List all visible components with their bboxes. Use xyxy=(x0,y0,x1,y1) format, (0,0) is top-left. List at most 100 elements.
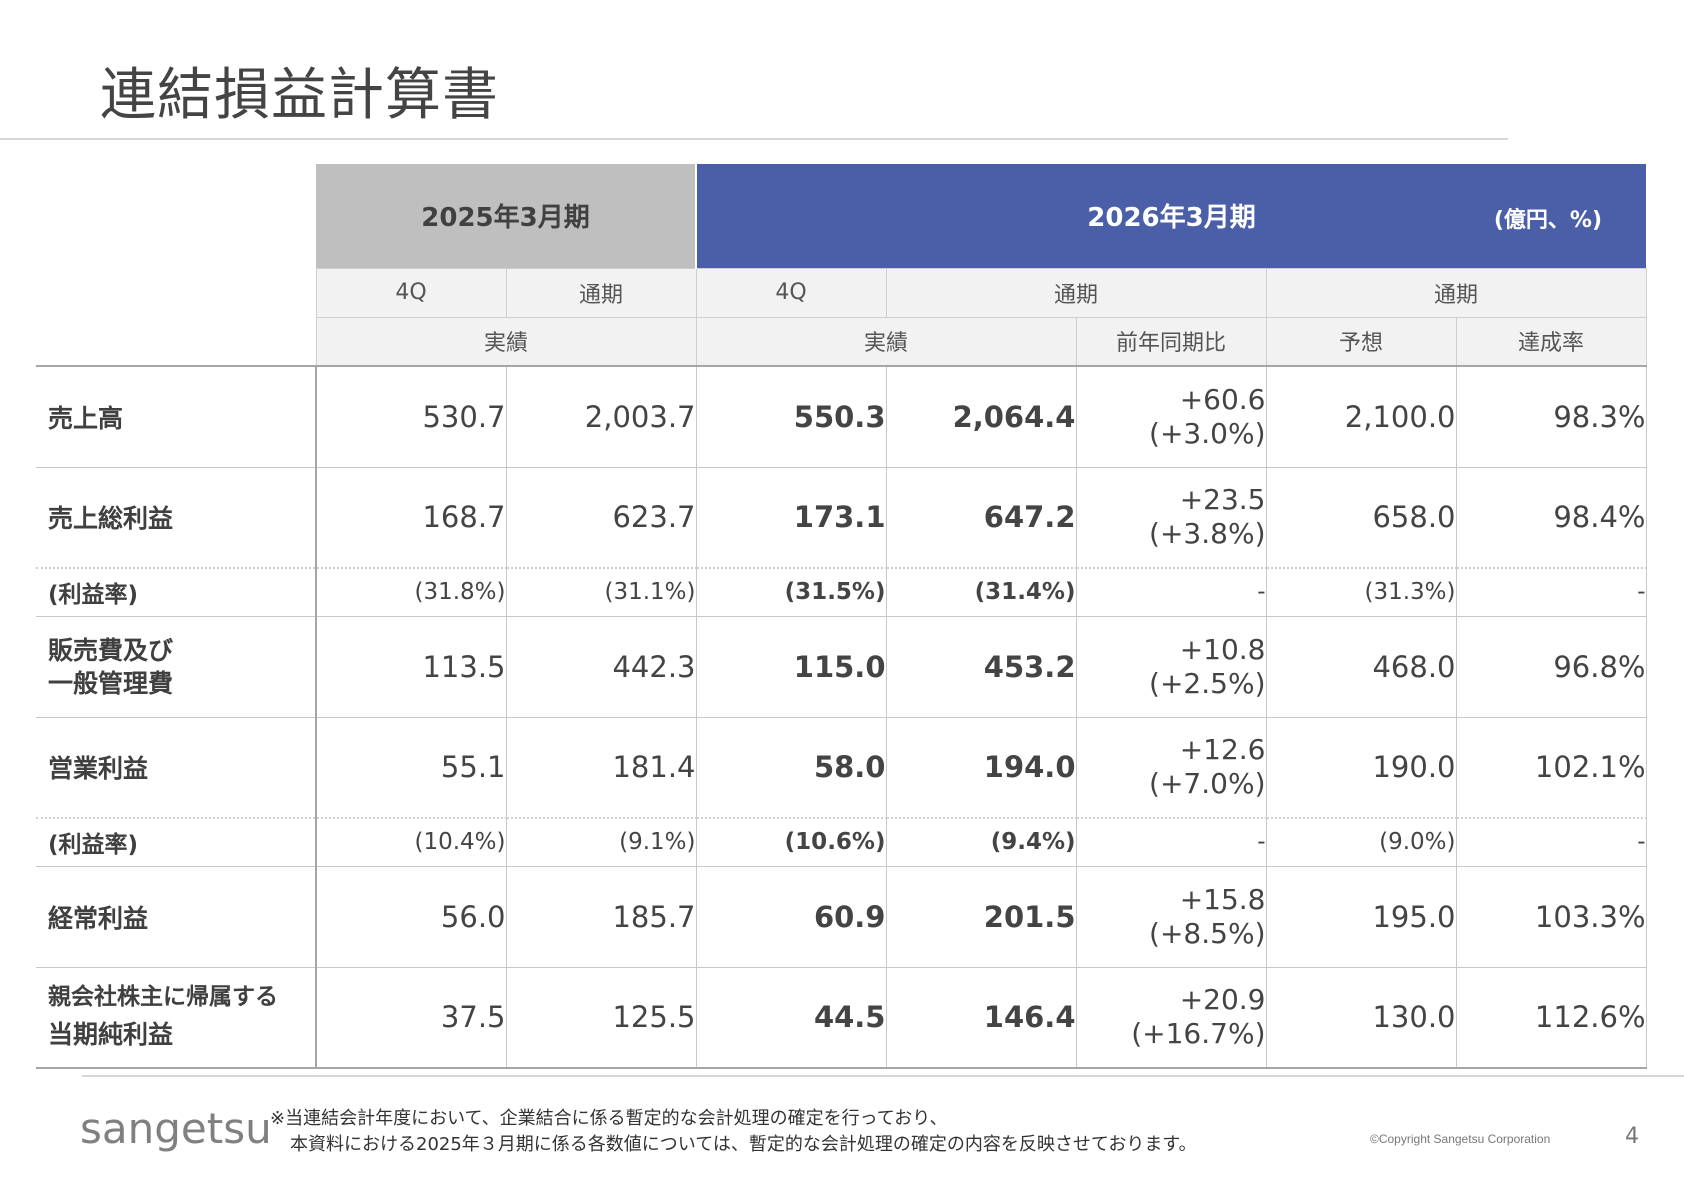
cell-achievement: 103.3% xyxy=(1456,866,1647,968)
yoy-amount: +15.8 xyxy=(1179,882,1266,916)
row-net-income: 親会社株主に帰属する 当期純利益 37.5 125.5 44.5 146.4 +2… xyxy=(36,967,1647,1069)
yoy-amount: +10.8 xyxy=(1179,632,1266,666)
cell-achievement: 98.4% xyxy=(1456,467,1647,569)
cell-4q-2025: 530.7 xyxy=(316,366,507,468)
subheader-actual-2026: 実績 xyxy=(695,316,1077,367)
cell-full-2025: 125.5 xyxy=(506,967,697,1069)
subheader-forecast: 予想 xyxy=(1265,316,1457,367)
cell-achievement: - xyxy=(1456,568,1647,617)
cell-4q-2025: 56.0 xyxy=(316,866,507,968)
cell-4q-2026: 44.5 xyxy=(696,967,887,1069)
cell-forecast: (9.0%) xyxy=(1266,818,1457,867)
cell-4q-2026: 550.3 xyxy=(696,366,887,468)
cell-full-2025: (31.1%) xyxy=(506,568,697,617)
cell-yoy: +23.5 (+3.8%) xyxy=(1076,467,1267,569)
subheader-yoy: 前年同期比 xyxy=(1075,316,1267,367)
cell-4q-2025: (31.8%) xyxy=(316,568,507,617)
row-gross-profit: 売上総利益 168.7 623.7 173.1 647.2 +23.5 (+3.8… xyxy=(36,467,1647,569)
cell-full-2026: 647.2 xyxy=(886,467,1077,569)
row-label-line1: 販売費及び xyxy=(48,635,174,665)
cell-forecast: 2,100.0 xyxy=(1266,366,1457,468)
cell-yoy: +12.6 (+7.0%) xyxy=(1076,717,1267,819)
cell-4q-2025: 168.7 xyxy=(316,467,507,569)
cell-4q-2025: 113.5 xyxy=(316,616,507,718)
unit-label: (億円、%) xyxy=(1493,208,1602,233)
cell-achievement: 102.1% xyxy=(1456,717,1647,819)
row-operating-income: 営業利益 55.1 181.4 58.0 194.0 +12.6 (+7.0%) … xyxy=(36,717,1647,819)
row-label: 販売費及び 一般管理費 xyxy=(36,616,317,718)
footnote: ※当連結会計年度において、企業結合に係る暫定的な会計処理の確定を行っており、 本… xyxy=(270,1106,1197,1158)
cell-full-2026: 146.4 xyxy=(886,967,1077,1069)
row-label: (利益率) xyxy=(36,568,317,617)
yoy-amount: +12.6 xyxy=(1179,733,1266,767)
footer-divider xyxy=(82,1075,1684,1077)
cell-full-2026: 201.5 xyxy=(886,866,1077,968)
cell-4q-2025: 55.1 xyxy=(316,717,507,819)
cell-4q-2025: 37.5 xyxy=(316,967,507,1069)
cell-forecast: 130.0 xyxy=(1266,967,1457,1069)
row-label-line2: 当期純利益 xyxy=(48,1020,174,1050)
cell-yoy: - xyxy=(1076,568,1267,617)
row-label: (利益率) xyxy=(36,818,317,867)
cell-achievement: - xyxy=(1456,818,1647,867)
subheader-4q-2026: 4Q xyxy=(695,267,887,318)
row-operating-margin: (利益率) (10.4%) (9.1%) (10.6%) (9.4%) - (9… xyxy=(36,818,1647,867)
yoy-percent: (+8.5%) xyxy=(1149,916,1266,950)
yoy-amount: +23.5 xyxy=(1179,483,1266,517)
table-corner xyxy=(36,164,316,367)
cell-4q-2026: 173.1 xyxy=(696,467,887,569)
cell-4q-2026: 58.0 xyxy=(696,717,887,819)
cell-full-2026: 194.0 xyxy=(886,717,1077,819)
cell-full-2026: 453.2 xyxy=(886,616,1077,718)
yoy-percent: (+2.5%) xyxy=(1149,666,1266,700)
yoy-amount: +20.9 xyxy=(1179,983,1266,1017)
cell-full-2026: (31.4%) xyxy=(886,568,1077,617)
row-net-sales: 売上高 530.7 2,003.7 550.3 2,064.4 +60.6 (+3… xyxy=(36,366,1647,468)
page-title: 連結損益計算書 xyxy=(100,63,499,128)
row-label: 親会社株主に帰属する 当期純利益 xyxy=(36,967,317,1069)
row-label: 経常利益 xyxy=(36,866,317,968)
row-label: 営業利益 xyxy=(36,717,317,819)
row-label: 売上高 xyxy=(36,366,317,468)
yoy-percent: (+3.8%) xyxy=(1149,517,1266,551)
company-logo: sangetsu xyxy=(80,1104,272,1153)
yoy-percent: (+7.0%) xyxy=(1149,767,1266,801)
header-fy2026: 2026年3月期 (億円、%) xyxy=(696,164,1646,268)
cell-forecast: 658.0 xyxy=(1266,467,1457,569)
row-gross-margin: (利益率) (31.8%) (31.1%) (31.5%) (31.4%) - … xyxy=(36,568,1647,617)
income-statement-table: 2025年3月期 2026年3月期 (億円、%) 4Q 通期 4Q 通期 通期 … xyxy=(36,164,1647,1069)
row-label-line2: 一般管理費 xyxy=(48,668,174,698)
row-ordinary-income: 経常利益 56.0 185.7 60.9 201.5 +15.8 (+8.5%) … xyxy=(36,866,1647,968)
cell-4q-2026: 115.0 xyxy=(696,616,887,718)
header-fy2026-label: 2026年3月期 xyxy=(1087,203,1256,234)
cell-full-2025: 442.3 xyxy=(506,616,697,718)
yoy-percent: (+3.0%) xyxy=(1149,416,1266,450)
subheader-4q-2025: 4Q xyxy=(315,267,507,318)
cell-full-2026: (9.4%) xyxy=(886,818,1077,867)
subheader-full-2025: 通期 xyxy=(505,267,697,318)
subheader-full-2026-forecast: 通期 xyxy=(1265,267,1647,318)
subheader-achievement: 達成率 xyxy=(1455,316,1647,367)
cell-achievement: 96.8% xyxy=(1456,616,1647,718)
subheader-full-2026: 通期 xyxy=(885,267,1267,318)
yoy-percent: (+16.7%) xyxy=(1131,1017,1266,1051)
cell-yoy: +60.6 (+3.0%) xyxy=(1076,366,1267,468)
copyright: ©Copyright Sangetsu Corporation xyxy=(1370,1132,1551,1146)
yoy-amount: +60.6 xyxy=(1179,382,1266,416)
cell-4q-2025: (10.4%) xyxy=(316,818,507,867)
cell-4q-2026: (31.5%) xyxy=(696,568,887,617)
cell-yoy: +10.8 (+2.5%) xyxy=(1076,616,1267,718)
cell-forecast: 468.0 xyxy=(1266,616,1457,718)
cell-forecast: (31.3%) xyxy=(1266,568,1457,617)
cell-forecast: 190.0 xyxy=(1266,717,1457,819)
title-divider xyxy=(0,138,1508,140)
subheader-actual-2025: 実績 xyxy=(315,316,697,367)
cell-achievement: 98.3% xyxy=(1456,366,1647,468)
cell-full-2025: (9.1%) xyxy=(506,818,697,867)
footnote-line1: ※当連結会計年度において、企業結合に係る暫定的な会計処理の確定を行っており、 xyxy=(270,1108,948,1129)
cell-full-2025: 623.7 xyxy=(506,467,697,569)
cell-full-2025: 2,003.7 xyxy=(506,366,697,468)
cell-forecast: 195.0 xyxy=(1266,866,1457,968)
cell-achievement: 112.6% xyxy=(1456,967,1647,1069)
row-sga: 販売費及び 一般管理費 113.5 442.3 115.0 453.2 +10.8… xyxy=(36,616,1647,718)
